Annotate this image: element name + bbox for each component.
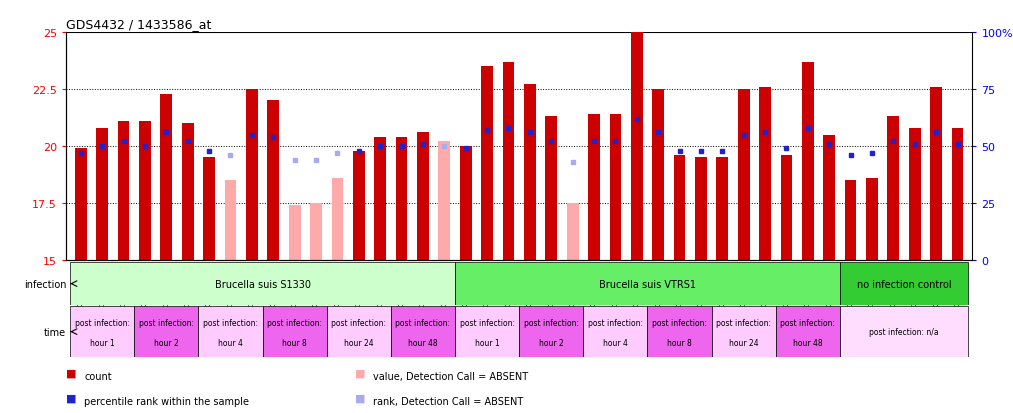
- Bar: [824, 135, 835, 260]
- Text: post infection:: post infection:: [203, 318, 258, 327]
- Text: hour 1: hour 1: [90, 339, 114, 347]
- Bar: [70, 306, 135, 357]
- Bar: [711, 306, 776, 357]
- Bar: [802, 63, 813, 260]
- Text: post infection:: post infection:: [524, 318, 578, 327]
- Bar: [840, 262, 968, 306]
- Bar: [460, 147, 472, 260]
- Text: GDS4432 / 1433586_at: GDS4432 / 1433586_at: [66, 17, 212, 31]
- Bar: [631, 33, 642, 260]
- Text: post infection:: post infection:: [588, 318, 643, 327]
- Bar: [776, 306, 840, 357]
- Text: hour 24: hour 24: [729, 339, 759, 347]
- Text: percentile rank within the sample: percentile rank within the sample: [84, 396, 249, 406]
- Bar: [455, 262, 840, 306]
- Bar: [909, 128, 921, 260]
- Text: hour 48: hour 48: [408, 339, 438, 347]
- Text: infection: infection: [23, 279, 66, 289]
- Bar: [455, 306, 519, 357]
- Text: hour 4: hour 4: [603, 339, 628, 347]
- Bar: [353, 151, 365, 260]
- Text: hour 8: hour 8: [283, 339, 307, 347]
- Text: post infection:: post infection:: [716, 318, 771, 327]
- Text: hour 1: hour 1: [475, 339, 499, 347]
- Text: ■: ■: [66, 393, 76, 403]
- Text: post infection:: post infection:: [395, 318, 451, 327]
- Bar: [481, 67, 493, 260]
- Bar: [160, 95, 172, 260]
- Text: no infection control: no infection control: [857, 279, 951, 289]
- Text: ■: ■: [355, 368, 365, 378]
- Bar: [331, 178, 343, 260]
- Bar: [439, 142, 450, 260]
- Text: Brucella suis VTRS1: Brucella suis VTRS1: [599, 279, 696, 289]
- Text: hour 8: hour 8: [668, 339, 692, 347]
- Text: hour 24: hour 24: [344, 339, 374, 347]
- Bar: [695, 158, 707, 260]
- Bar: [737, 90, 750, 260]
- Bar: [589, 115, 600, 260]
- Text: value, Detection Call = ABSENT: value, Detection Call = ABSENT: [373, 371, 528, 381]
- Bar: [417, 133, 428, 260]
- Bar: [951, 128, 963, 260]
- Bar: [225, 181, 236, 260]
- Bar: [840, 306, 968, 357]
- Bar: [289, 206, 301, 260]
- Bar: [524, 85, 536, 260]
- Bar: [545, 117, 557, 260]
- Bar: [139, 121, 151, 260]
- Bar: [267, 101, 280, 260]
- Bar: [519, 306, 583, 357]
- Text: hour 48: hour 48: [793, 339, 823, 347]
- Bar: [246, 90, 257, 260]
- Text: ■: ■: [355, 393, 365, 403]
- Bar: [327, 306, 391, 357]
- Text: hour 2: hour 2: [539, 339, 563, 347]
- Text: post infection:: post infection:: [267, 318, 322, 327]
- Bar: [96, 128, 108, 260]
- Bar: [610, 115, 621, 260]
- Bar: [887, 117, 900, 260]
- Text: hour 2: hour 2: [154, 339, 178, 347]
- Bar: [396, 138, 407, 260]
- Bar: [845, 181, 856, 260]
- Text: time: time: [45, 327, 66, 337]
- Text: post infection:: post infection:: [652, 318, 707, 327]
- Text: ■: ■: [66, 368, 76, 378]
- Text: count: count: [84, 371, 111, 381]
- Text: post infection:: post infection:: [331, 318, 386, 327]
- Bar: [75, 149, 87, 260]
- Text: post infection:: post infection:: [460, 318, 515, 327]
- Bar: [262, 306, 327, 357]
- Bar: [583, 306, 647, 357]
- Bar: [566, 204, 578, 260]
- Bar: [374, 138, 386, 260]
- Bar: [652, 90, 665, 260]
- Bar: [781, 156, 792, 260]
- Text: rank, Detection Call = ABSENT: rank, Detection Call = ABSENT: [373, 396, 523, 406]
- Bar: [674, 156, 686, 260]
- Text: post infection:: post infection:: [780, 318, 836, 327]
- Text: post infection:: post infection:: [139, 318, 193, 327]
- Bar: [930, 88, 942, 260]
- Bar: [70, 262, 455, 306]
- Text: Brucella suis S1330: Brucella suis S1330: [215, 279, 311, 289]
- Bar: [716, 158, 728, 260]
- Bar: [182, 124, 193, 260]
- Bar: [866, 178, 878, 260]
- Bar: [310, 204, 322, 260]
- Text: post infection: n/a: post infection: n/a: [869, 328, 939, 336]
- Bar: [118, 121, 130, 260]
- Bar: [199, 306, 262, 357]
- Text: post infection:: post infection:: [75, 318, 130, 327]
- Bar: [204, 158, 215, 260]
- Bar: [759, 88, 771, 260]
- Bar: [647, 306, 711, 357]
- Bar: [135, 306, 199, 357]
- Text: hour 4: hour 4: [218, 339, 243, 347]
- Bar: [391, 306, 455, 357]
- Bar: [502, 63, 515, 260]
